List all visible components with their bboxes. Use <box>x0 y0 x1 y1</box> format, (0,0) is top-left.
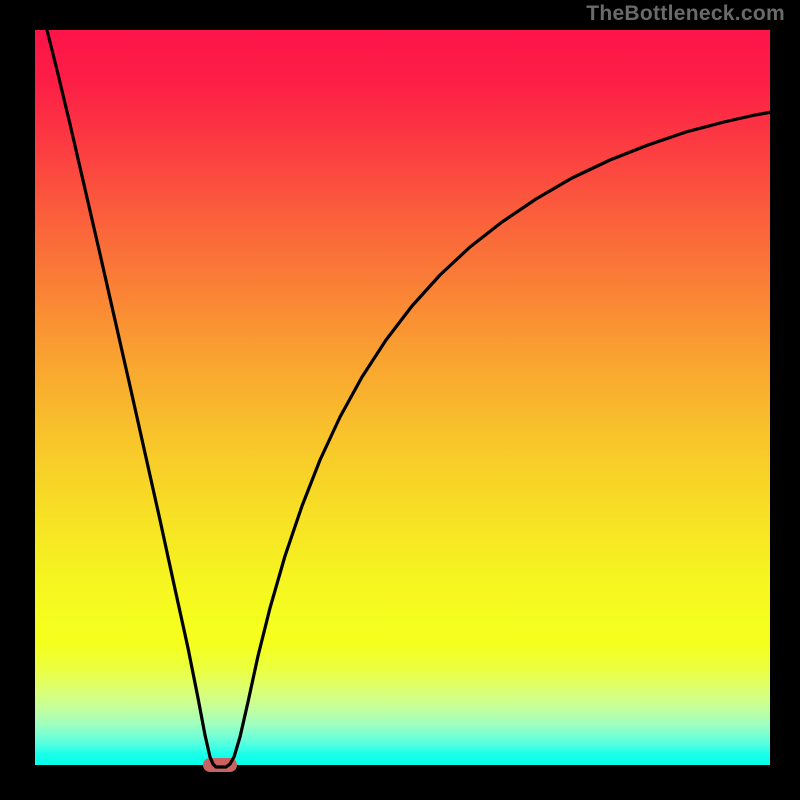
watermark-text: TheBottleneck.com <box>586 2 785 26</box>
plot-area <box>35 30 770 765</box>
chart-container: TheBottleneck.com <box>0 0 800 800</box>
bottleneck-curve <box>35 30 770 765</box>
